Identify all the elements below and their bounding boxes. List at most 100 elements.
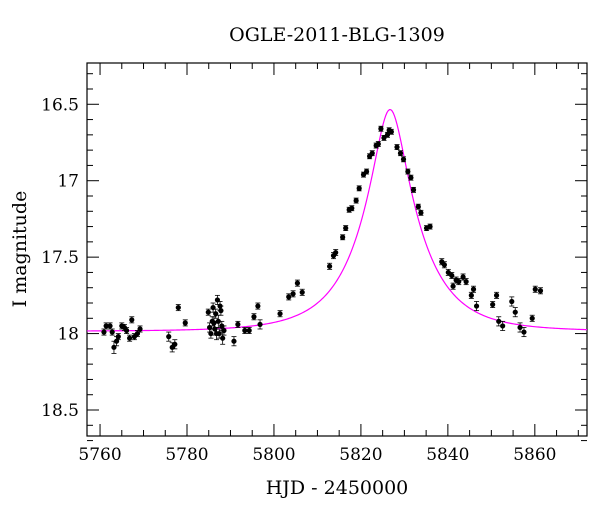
point-marker — [205, 309, 211, 315]
data-point — [205, 308, 211, 316]
data-point — [221, 325, 227, 336]
point-marker — [388, 129, 394, 135]
point-marker — [299, 289, 305, 295]
point-marker — [427, 223, 433, 230]
data-point — [521, 327, 527, 338]
point-marker — [537, 288, 544, 294]
point-marker — [166, 334, 172, 340]
data-point — [473, 301, 480, 312]
data-point — [182, 319, 188, 327]
point-marker — [356, 185, 362, 191]
data-point — [294, 279, 301, 287]
y-tick-label: 17 — [57, 172, 79, 192]
point-marker — [343, 225, 349, 231]
point-marker — [286, 294, 292, 300]
data-point — [207, 322, 213, 333]
data-point — [175, 304, 181, 312]
point-marker — [521, 329, 527, 335]
data-point — [441, 261, 447, 269]
data-point — [418, 209, 424, 216]
point-marker — [512, 309, 518, 315]
point-marker — [490, 301, 496, 308]
point-marker — [529, 315, 535, 321]
data-point — [529, 314, 535, 322]
point-marker — [123, 327, 130, 334]
point-marker — [456, 279, 462, 285]
x-tick-label: 5860 — [513, 445, 556, 465]
point-marker — [449, 272, 455, 279]
data-point — [369, 150, 375, 157]
data-point — [343, 225, 349, 231]
point-marker — [473, 303, 480, 309]
point-marker — [109, 329, 115, 335]
point-marker — [445, 269, 451, 276]
data-point — [375, 141, 381, 147]
data-point — [327, 262, 333, 270]
data-point — [235, 320, 241, 328]
data-point — [220, 331, 226, 345]
point-marker — [441, 262, 447, 268]
x-tick-label: 5780 — [165, 445, 208, 465]
data-point — [231, 336, 237, 347]
y-tick-label: 18.5 — [41, 401, 79, 421]
point-marker — [384, 132, 391, 138]
data-points — [101, 125, 544, 354]
data-point — [242, 327, 248, 334]
x-tick-label: 5840 — [426, 445, 469, 465]
point-marker — [246, 327, 252, 334]
point-marker — [294, 280, 301, 286]
point-marker — [257, 321, 263, 328]
plot-frame — [86, 62, 588, 437]
point-marker — [129, 317, 135, 323]
point-marker — [363, 168, 370, 175]
data-point — [512, 307, 518, 318]
plot-area — [87, 109, 588, 354]
point-marker — [242, 327, 248, 334]
data-point — [257, 319, 263, 330]
point-marker — [235, 321, 241, 328]
point-marker — [468, 292, 474, 298]
point-marker — [378, 126, 384, 132]
data-point — [496, 316, 502, 327]
point-marker — [410, 187, 417, 193]
data-point — [410, 186, 417, 193]
point-marker — [101, 329, 107, 335]
point-marker — [470, 286, 477, 292]
y-tick-label: 17.5 — [41, 248, 79, 268]
x-axis-label: HJD - 2450000 — [266, 477, 409, 499]
data-point — [299, 288, 305, 296]
point-marker — [408, 175, 414, 181]
point-marker — [493, 292, 500, 298]
point-marker — [349, 205, 355, 211]
data-point — [333, 249, 339, 257]
data-point — [127, 334, 133, 342]
point-marker — [172, 341, 178, 347]
data-point — [415, 203, 421, 210]
x-tick-label: 5760 — [78, 445, 121, 465]
data-point — [493, 291, 500, 299]
y-axis-label: I magnitude — [9, 191, 31, 308]
data-point — [405, 168, 411, 175]
point-marker — [381, 135, 387, 141]
data-point — [400, 156, 407, 163]
point-marker — [418, 210, 424, 216]
data-point — [286, 293, 292, 301]
point-marker — [333, 249, 339, 256]
data-point — [449, 272, 455, 279]
y-tick-label: 18 — [57, 325, 79, 345]
data-point — [468, 291, 474, 299]
data-point — [500, 320, 506, 331]
data-point — [450, 282, 456, 290]
y-axis: 16.5 17 17.5 18 18.5 — [41, 73, 587, 442]
point-marker — [500, 323, 506, 329]
point-marker — [221, 327, 227, 334]
chart-title: OGLE-2011-BLG-1309 — [229, 24, 445, 46]
data-point — [210, 302, 216, 313]
data-point — [470, 285, 477, 293]
point-marker — [255, 303, 261, 309]
point-marker — [251, 314, 257, 320]
point-marker — [103, 323, 109, 329]
point-marker — [215, 318, 221, 324]
data-point — [490, 301, 496, 308]
point-marker — [277, 311, 283, 317]
